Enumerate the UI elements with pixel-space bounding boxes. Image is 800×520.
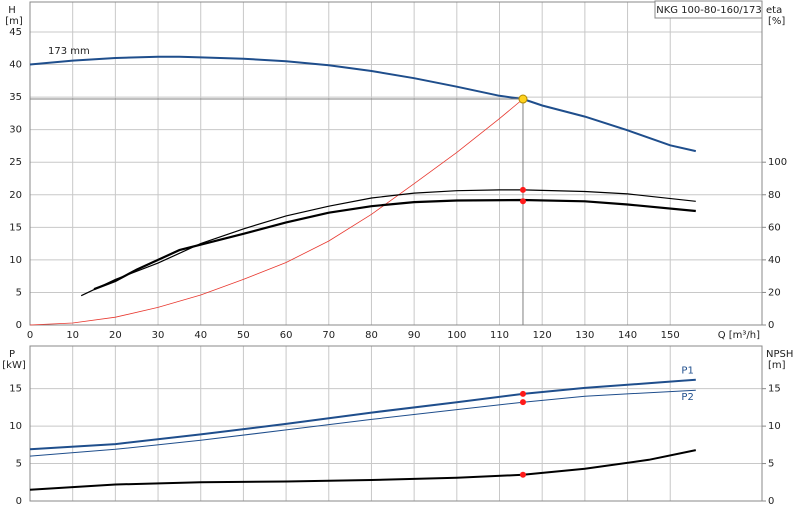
y2-tick-label: 10: [768, 421, 781, 432]
y2-tick-label: 15: [768, 384, 781, 395]
curve: [29, 98, 524, 326]
x-tick-label: 120: [533, 330, 552, 341]
x-tick-label: 150: [661, 330, 680, 341]
y-axis-unit: [m]: [5, 16, 23, 27]
y-axis-label: H: [8, 5, 16, 16]
y-axis-label: P: [9, 349, 15, 360]
chart-title: NKG 100-80-160/173: [656, 5, 762, 16]
series-label: P1: [681, 366, 693, 377]
curve: [29, 449, 697, 491]
title-box: [654, 0, 763, 19]
plot-frame: [29, 345, 763, 502]
y-tick-label: 45: [9, 27, 22, 38]
x-tick-label: 90: [408, 330, 421, 341]
curve: [93, 198, 696, 291]
y-tick-label: 5: [16, 459, 22, 470]
y-axis-unit: [kW]: [2, 360, 26, 371]
y-tick-label: 30: [9, 125, 22, 136]
curve: [80, 189, 696, 297]
curve: [29, 389, 696, 457]
y-tick-label: 35: [9, 92, 22, 103]
curve-annotation: 173 mm: [48, 46, 90, 57]
y2-tick-label: 80: [768, 190, 781, 201]
curve: [29, 378, 696, 451]
y2-tick-label: 100: [768, 157, 787, 168]
y2-tick-label: 20: [768, 287, 781, 298]
y2-tick-label: 60: [768, 222, 781, 233]
operating-point: [519, 471, 526, 478]
operating-point: [519, 399, 526, 406]
plot-frame: [29, 1, 763, 326]
x-tick-label: 30: [152, 330, 165, 341]
y2-tick-label: 0: [768, 496, 774, 507]
y-tick-label: 10: [9, 421, 22, 432]
x-tick-label: 40: [194, 330, 207, 341]
series-label: P2: [681, 392, 693, 403]
x-tick-label: 80: [365, 330, 378, 341]
y-tick-label: 25: [9, 157, 22, 168]
x-tick-label: 0: [27, 330, 33, 341]
x-tick-label: 50: [237, 330, 250, 341]
operating-point: [519, 390, 526, 397]
x-tick-label: 110: [490, 330, 509, 341]
y-tick-label: 20: [9, 190, 22, 201]
y-tick-label: 15: [9, 384, 22, 395]
curve: [29, 55, 697, 153]
y2-axis-label: NPSH: [766, 349, 793, 360]
y2-axis-unit: [%]: [768, 16, 785, 27]
y2-axis-unit: [m]: [768, 360, 786, 371]
operating-point: [519, 198, 526, 205]
y-tick-label: 0: [16, 496, 22, 507]
y-tick-label: 10: [9, 255, 22, 266]
operating-point: [519, 186, 526, 193]
x-tick-label: 130: [575, 330, 594, 341]
y-tick-label: 15: [9, 222, 22, 233]
x-tick-label: 60: [280, 330, 293, 341]
operating-point: [518, 94, 528, 104]
y2-tick-label: 0: [768, 320, 774, 331]
x-tick-label: 20: [109, 330, 122, 341]
plot-area: [30, 346, 762, 501]
y2-tick-label: 40: [768, 255, 781, 266]
x-tick-label: 70: [322, 330, 335, 341]
y-tick-label: 0: [16, 320, 22, 331]
y2-axis-label: eta: [766, 5, 782, 16]
x-tick-label: 100: [447, 330, 466, 341]
y-tick-label: 40: [9, 60, 22, 71]
x-tick-label: 140: [618, 330, 637, 341]
y2-tick-label: 5: [768, 459, 774, 470]
plot-area: [30, 2, 762, 325]
x-tick-label: 10: [66, 330, 79, 341]
x-axis-label: Q [m³/h]: [718, 330, 760, 341]
y-tick-label: 5: [16, 287, 22, 298]
